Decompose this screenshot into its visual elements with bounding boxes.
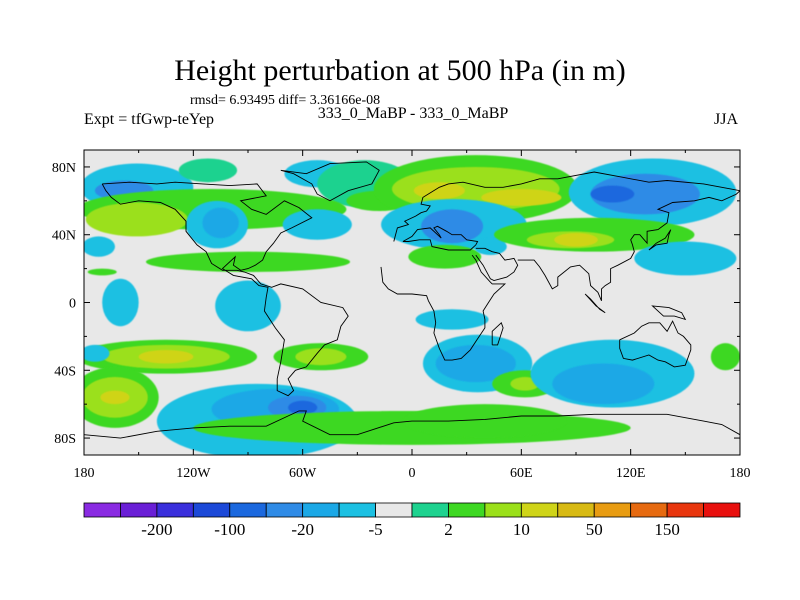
stats-line: rmsd= 6.93495 diff= 3.36166e-08 [190, 93, 381, 108]
coastline-4 [380, 254, 507, 361]
coastline-3 [402, 225, 479, 251]
colorbar-swatch-6 [302, 502, 340, 518]
colorbar-swatch-13 [557, 502, 595, 518]
comparison-label: 333_0_MaBP - 333_0_MaBP [317, 105, 509, 122]
chart-title: Height perturbation at 500 hPa (in m) [174, 54, 626, 87]
contour-region-46 [435, 344, 516, 383]
x-tick-label-6: 180 [730, 466, 751, 481]
contour-region-11 [481, 188, 562, 206]
colorbar-label-5: 10 [513, 520, 530, 539]
contour-region-40 [295, 348, 347, 366]
colorbar-swatch-15 [630, 502, 668, 518]
season-label: JJA [714, 111, 739, 128]
x-tick-label-0: 180 [74, 466, 95, 481]
x-tick-label-1: 120W [176, 466, 211, 481]
colorbar-swatch-16 [666, 502, 704, 518]
colorbar-label-1: -100 [214, 520, 245, 539]
y-tick-label-1: 40N [52, 229, 76, 244]
x-tick-label-5: 120E [616, 466, 646, 481]
contour-field [84, 155, 740, 455]
coastline-2 [393, 171, 740, 242]
colorbar-swatch-14 [593, 502, 632, 518]
contour-region-29 [102, 278, 139, 327]
contour-region-31 [415, 309, 489, 330]
contour-region-51 [710, 343, 740, 371]
colorbar-label-0: -200 [141, 520, 172, 539]
coastline-6 [517, 190, 740, 301]
contour-region-10 [413, 182, 465, 200]
colorbar-swatch-9 [411, 502, 449, 518]
colorbar-swatch-3 [192, 502, 231, 518]
colorbar-swatch-7 [338, 502, 376, 518]
contour-region-13 [590, 173, 700, 215]
coastline-9 [648, 229, 672, 251]
colorbar-label-7: 150 [654, 520, 680, 539]
contour-region-34 [138, 349, 194, 364]
coastline-8 [619, 320, 692, 368]
colorbar-swatch-11 [484, 502, 522, 518]
contour-region-18 [145, 251, 351, 272]
colorbar-label-2: -20 [291, 520, 314, 539]
contour-region-23 [408, 244, 482, 269]
colorbar-label-3: -5 [368, 520, 382, 539]
coastline-12 [84, 410, 740, 439]
y-tick-label-4: 80S [54, 432, 76, 447]
y-tick-label-2: 0 [69, 297, 76, 312]
contour-region-27 [554, 233, 598, 247]
colorbar-swatch-17 [703, 502, 741, 518]
coastline-0 [101, 181, 349, 397]
contour-region-50 [552, 363, 655, 405]
colorbar-swatch-10 [448, 502, 486, 518]
contour-region-16 [202, 207, 239, 239]
x-tick-label-2: 60W [289, 466, 317, 481]
x-tick-label-3: 0 [409, 466, 416, 481]
contour-region-17 [84, 236, 115, 257]
colorbar-swatch-8 [375, 502, 413, 518]
coastline-7 [491, 322, 504, 346]
contour-region-7 [85, 202, 188, 237]
contour-region-20 [282, 209, 352, 240]
experiment-label: Expt = tfGwp-teYep [84, 111, 215, 128]
coastline-11 [651, 305, 687, 321]
colorbar-swatch-5 [265, 502, 304, 518]
contour-region-44 [288, 400, 318, 415]
contour-region-28 [634, 241, 737, 276]
coastline-10 [584, 293, 606, 314]
contour-region-30 [215, 280, 281, 332]
coastline-1 [280, 161, 380, 202]
coastlines [84, 161, 740, 439]
colorbar-swatch-0 [83, 502, 121, 518]
colorbar-swatch-12 [520, 502, 559, 518]
colorbar-swatch-4 [229, 502, 267, 518]
contour-region-35 [84, 344, 110, 362]
colorbar: -200 -100 -20 -5 2 10 50 150 [83, 502, 741, 539]
contour-region-38 [100, 390, 130, 405]
colorbar-swatch-1 [120, 502, 158, 518]
colorbar-label-6: 50 [586, 520, 603, 539]
axes: 180 120W 60W 0 60E 120E 180 80N 40N 0 40S 80S [52, 150, 751, 481]
contour-region-14 [590, 185, 635, 203]
colorbar-label-4: 2 [444, 520, 453, 539]
x-tick-label-4: 60E [510, 466, 533, 481]
contour-region-2 [178, 158, 238, 183]
contour-region-19 [87, 268, 117, 276]
contour-region-24 [473, 238, 507, 256]
y-tick-label-3: 40S [54, 364, 76, 379]
colorbar-swatch-2 [156, 502, 194, 518]
y-tick-label-0: 80N [52, 161, 76, 176]
contour-region-53 [402, 404, 567, 439]
coastline-5 [475, 247, 519, 281]
contour-region-22 [421, 209, 484, 244]
